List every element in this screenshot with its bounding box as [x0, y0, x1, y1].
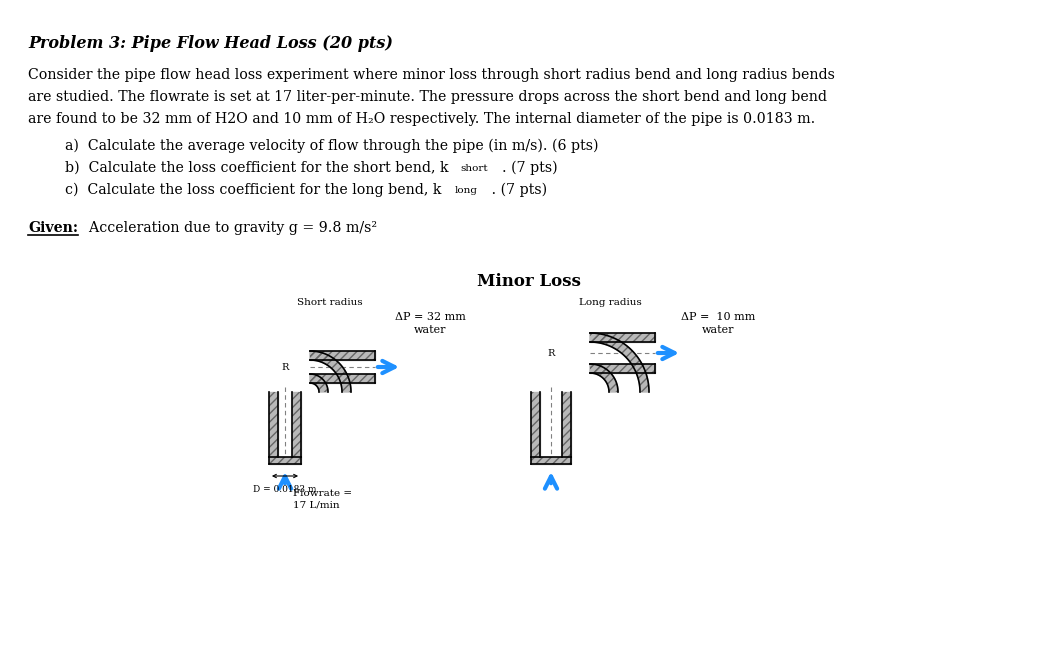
Text: Given:: Given: — [28, 221, 78, 235]
Text: are found to be 32 mm of H2O and 10 mm of H₂O respectively. The internal diamete: are found to be 32 mm of H2O and 10 mm o… — [28, 112, 816, 126]
Text: Problem 3: Pipe Flow Head Loss (20 pts): Problem 3: Pipe Flow Head Loss (20 pts) — [28, 35, 393, 52]
Text: Flowrate =: Flowrate = — [293, 489, 352, 498]
Polygon shape — [531, 392, 540, 457]
Text: c)  Calculate the loss coefficient for the long bend, k: c) Calculate the loss coefficient for th… — [65, 183, 441, 198]
Polygon shape — [590, 333, 655, 342]
Text: Short radius: Short radius — [297, 298, 363, 307]
Text: water: water — [701, 325, 734, 335]
Polygon shape — [269, 392, 278, 457]
Text: D = 0.0183 m: D = 0.0183 m — [253, 485, 316, 494]
Text: a)  Calculate the average velocity of flow through the pipe (in m/s). (6 pts): a) Calculate the average velocity of flo… — [65, 139, 599, 153]
Text: water: water — [414, 325, 446, 335]
Text: R: R — [547, 348, 554, 358]
Polygon shape — [269, 457, 300, 464]
Text: ΔP = 32 mm: ΔP = 32 mm — [395, 312, 466, 322]
Text: Long radius: Long radius — [579, 298, 641, 307]
Text: long: long — [455, 186, 478, 195]
Text: R: R — [281, 362, 289, 371]
Text: Acceleration due to gravity g = 9.8 m/s²: Acceleration due to gravity g = 9.8 m/s² — [80, 221, 377, 235]
Text: 17 L/min: 17 L/min — [293, 501, 340, 510]
Text: short: short — [460, 164, 488, 173]
Polygon shape — [590, 333, 649, 392]
Polygon shape — [310, 351, 351, 392]
Polygon shape — [292, 392, 300, 457]
Polygon shape — [590, 364, 655, 373]
Polygon shape — [310, 374, 328, 392]
Polygon shape — [310, 351, 375, 360]
Polygon shape — [310, 374, 375, 383]
Polygon shape — [531, 457, 571, 464]
Text: ΔP =  10 mm: ΔP = 10 mm — [680, 312, 755, 322]
Polygon shape — [562, 392, 571, 457]
Text: . (7 pts): . (7 pts) — [487, 183, 547, 198]
Text: b)  Calculate the loss coefficient for the short bend, k: b) Calculate the loss coefficient for th… — [65, 161, 449, 175]
Text: are studied. The flowrate is set at 17 liter-per-minute. The pressure drops acro: are studied. The flowrate is set at 17 l… — [28, 90, 827, 104]
Text: . (7 pts): . (7 pts) — [501, 161, 558, 175]
Text: Consider the pipe flow head loss experiment where minor loss through short radiu: Consider the pipe flow head loss experim… — [28, 68, 835, 82]
Polygon shape — [590, 364, 618, 392]
Text: Minor Loss: Minor Loss — [477, 273, 581, 290]
